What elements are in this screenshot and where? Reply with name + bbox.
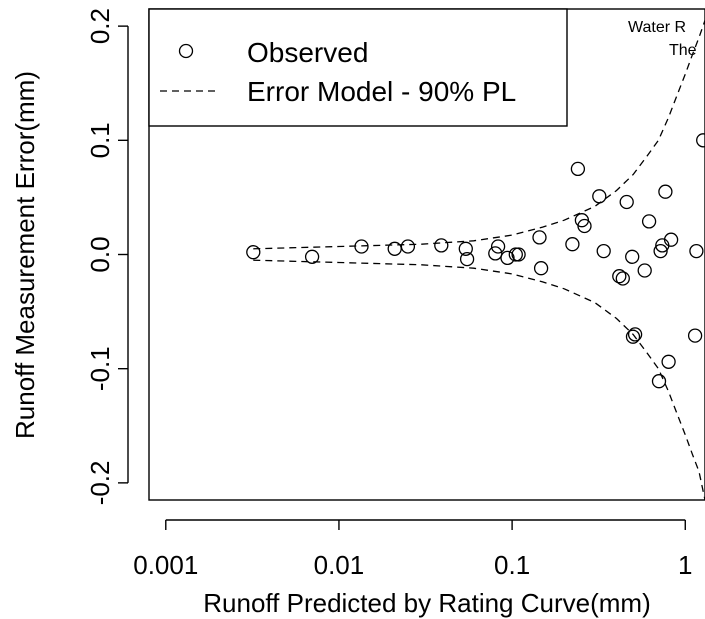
data-point — [434, 238, 449, 253]
data-point — [508, 247, 523, 262]
data-point — [619, 194, 634, 210]
data-point — [696, 133, 705, 148]
data-point — [596, 243, 611, 259]
data-point — [625, 249, 640, 264]
legend-observed-label: Observed — [247, 37, 368, 68]
data-point — [625, 329, 641, 344]
error-model-upper-line — [253, 20, 705, 250]
x-tick-label: 0.001 — [133, 550, 198, 580]
y-tick-label: 0.1 — [85, 122, 115, 158]
legend-error-model-label: Error Model - 90% PL — [247, 76, 516, 107]
data-point — [246, 245, 261, 260]
data-point — [641, 214, 657, 229]
data-point — [565, 237, 580, 252]
annotation-line-2: The — [669, 42, 697, 59]
data-point — [458, 241, 473, 256]
data-point — [687, 328, 703, 343]
plot-marks — [246, 20, 705, 501]
y-tick-label: -0.1 — [85, 346, 115, 391]
data-point — [304, 249, 320, 264]
x-axis-label: Runoff Predicted by Rating Curve(mm) — [203, 588, 650, 618]
axes: 0.001 0.01 0.1 1 -0.2 -0.1 0.0 0.1 0.2 — [85, 8, 693, 580]
data-point — [627, 327, 643, 342]
data-point — [592, 189, 607, 204]
legend: Observed Error Model - 90% PL — [148, 8, 568, 127]
y-axis-label: Runoff Measurement Error(mm) — [10, 71, 40, 439]
error-model-lower-line — [253, 259, 705, 501]
x-tick-label: 0.01 — [314, 550, 365, 580]
data-point — [577, 218, 592, 234]
legend-observed-marker — [178, 43, 194, 59]
data-point — [488, 246, 503, 261]
data-point — [490, 239, 506, 254]
y-tick-label: 0.0 — [85, 236, 115, 272]
x-tick-label: 1 — [678, 550, 692, 580]
data-point — [661, 354, 676, 369]
data-point — [651, 374, 667, 389]
annotation-line-1: Water R — [628, 19, 686, 36]
data-point — [653, 243, 668, 259]
x-tick-label: 0.1 — [494, 550, 530, 580]
data-point — [459, 251, 475, 267]
legend-box — [148, 8, 568, 127]
data-point — [615, 271, 630, 286]
data-point — [400, 239, 416, 254]
data-point — [500, 250, 515, 266]
y-tick-label: -0.2 — [85, 460, 115, 505]
data-point — [612, 269, 627, 284]
data-point — [689, 243, 704, 259]
data-point — [663, 232, 679, 247]
data-point — [532, 230, 547, 245]
data-point — [658, 184, 673, 199]
data-point — [511, 247, 526, 262]
y-tick-label: 0.2 — [85, 8, 115, 44]
data-point — [637, 263, 652, 278]
data-point — [533, 261, 549, 276]
data-point — [570, 161, 586, 177]
